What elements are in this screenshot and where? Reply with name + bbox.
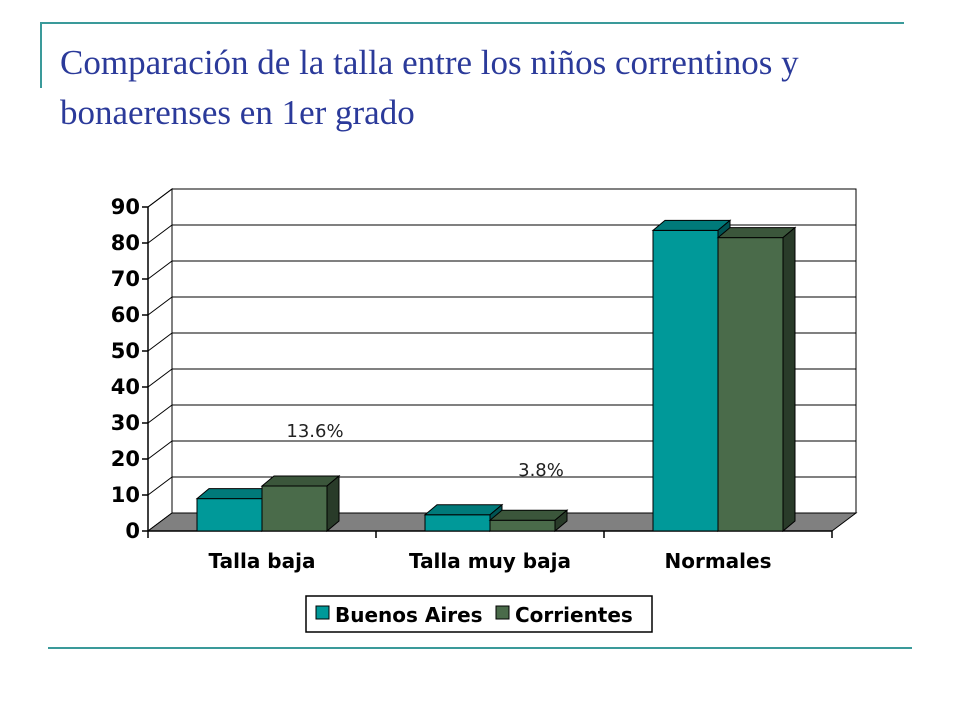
bar-corrientes — [489, 519, 556, 532]
x-category-label: Talla muy baja — [409, 549, 571, 573]
y-tick-label: 0 — [125, 519, 140, 543]
data-label: 13.6% — [286, 421, 343, 442]
bar-side — [782, 226, 796, 533]
bar-buenos-aires — [652, 229, 719, 532]
title-rule-top — [40, 22, 904, 24]
bar-buenos-aires — [196, 498, 263, 532]
bar-corrientes — [717, 237, 784, 532]
gridline-side — [147, 260, 173, 280]
gridline-side — [147, 440, 173, 460]
legend-label: Buenos Aires — [335, 603, 483, 627]
legend-swatch — [315, 605, 330, 620]
bar-top — [423, 504, 504, 516]
y-tick-label: 40 — [111, 375, 140, 399]
bar-top — [488, 509, 569, 521]
y-tick-label: 20 — [111, 447, 140, 471]
data-label: 3.8% — [518, 460, 564, 481]
legend-label: Corrientes — [515, 603, 633, 627]
gridline-side — [147, 332, 173, 352]
bar-top — [260, 475, 341, 487]
gridline-side — [147, 368, 173, 388]
bar-side — [326, 474, 340, 533]
bar-buenos-aires — [424, 514, 491, 532]
gridline-side — [147, 188, 173, 208]
bar-corrientes — [261, 485, 328, 532]
y-tick-label: 70 — [111, 267, 140, 291]
y-tick-label: 60 — [111, 303, 140, 327]
gridline-side — [147, 296, 173, 316]
gridline-side — [147, 224, 173, 244]
bar-top — [651, 219, 732, 231]
footer-rule — [48, 647, 912, 649]
gridline-side — [147, 476, 173, 496]
title-rule-left — [40, 22, 42, 88]
bar-top — [716, 227, 797, 239]
y-tick-label: 90 — [111, 195, 140, 219]
gridline-side — [147, 404, 173, 424]
y-tick-label: 80 — [111, 231, 140, 255]
y-tick-label: 10 — [111, 483, 140, 507]
y-tick-label: 50 — [111, 339, 140, 363]
slide-title: Comparación de la talla entre los niños … — [60, 43, 799, 132]
legend — [305, 595, 653, 633]
legend-swatch — [495, 605, 510, 620]
bar-side — [554, 509, 568, 533]
y-tick-label: 30 — [111, 411, 140, 435]
x-category-label: Normales — [664, 549, 771, 573]
x-category-label: Talla baja — [209, 549, 316, 573]
